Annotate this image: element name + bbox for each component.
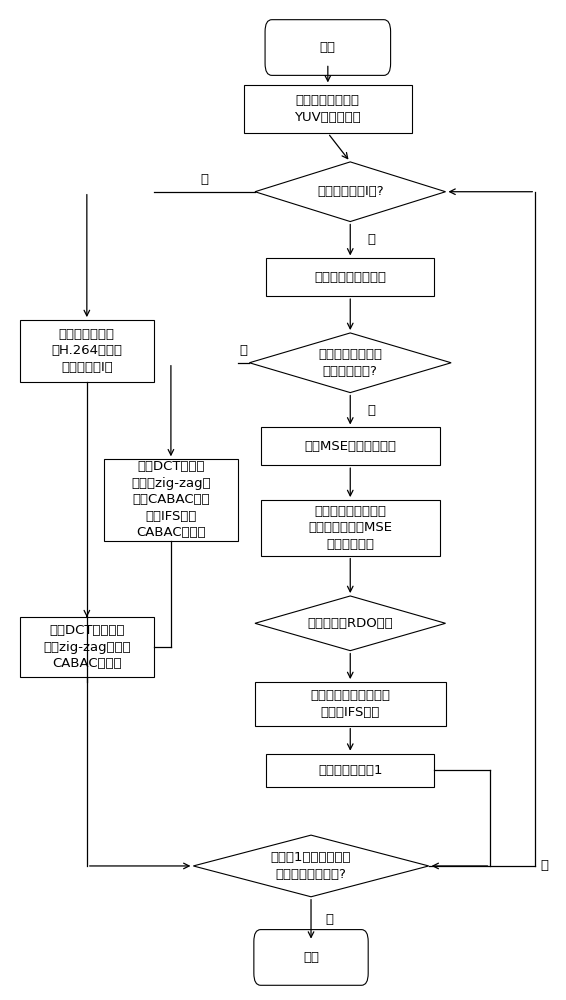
Text: 搜索MSE最小的匹配块: 搜索MSE最小的匹配块 — [305, 440, 396, 453]
Bar — [104, 459, 238, 541]
Text: 开始: 开始 — [320, 41, 336, 54]
Text: 残差DCT变换、量
化、zig-zag扫描、
CABAC熵编码: 残差DCT变换、量 化、zig-zag扫描、 CABAC熵编码 — [43, 624, 131, 670]
Text: 树状结构划分，对各
种划分方式搜索MSE
最小的匹配块: 树状结构划分，对各 种划分方式搜索MSE 最小的匹配块 — [308, 505, 392, 551]
Text: 是: 是 — [325, 913, 333, 926]
Text: 结束: 结束 — [303, 951, 319, 964]
Bar — [255, 682, 445, 726]
Text: 否: 否 — [367, 233, 375, 246]
Polygon shape — [250, 333, 451, 393]
Text: 当前编码宏块超出
一帧宏块总数?: 当前编码宏块超出 一帧宏块总数? — [318, 348, 382, 378]
Bar — [260, 427, 440, 465]
Bar — [266, 258, 434, 296]
Text: 最优帧间分形编码模式
及相应IFS系数: 最优帧间分形编码模式 及相应IFS系数 — [310, 689, 390, 719]
Polygon shape — [194, 835, 428, 897]
Bar — [244, 85, 412, 133]
Text: 残差DCT变换、
量化、zig-zag扫
描、CABAC熵编
码，IFS系数
CABAC熵编码: 残差DCT变换、 量化、zig-zag扫 描、CABAC熵编 码，IFS系数 C… — [131, 460, 211, 539]
Polygon shape — [255, 162, 445, 222]
Text: 基于宏块平坦度
的H.264快速帧
内预测编码I帧: 基于宏块平坦度 的H.264快速帧 内预测编码I帧 — [52, 328, 122, 374]
Text: 否: 否 — [541, 859, 549, 872]
Bar — [260, 500, 440, 556]
Polygon shape — [255, 596, 445, 651]
FancyBboxPatch shape — [254, 930, 368, 985]
Text: 高光谱图像转换为
YUV格式的视频: 高光谱图像转换为 YUV格式的视频 — [294, 94, 361, 124]
Text: 帧号加1，高光谱视频
最后一帧编码完毕?: 帧号加1，高光谱视频 最后一帧编码完毕? — [271, 851, 351, 881]
Text: 是: 是 — [200, 173, 208, 186]
Bar — [266, 754, 434, 787]
Text: 高光谱视频的I帧?: 高光谱视频的I帧? — [317, 185, 384, 198]
Bar — [20, 617, 154, 677]
Text: 否: 否 — [367, 404, 375, 417]
Text: 编码宏块序号加1: 编码宏块序号加1 — [318, 764, 383, 777]
Text: 对整幅图像宏块划分: 对整幅图像宏块划分 — [314, 271, 386, 284]
Bar — [20, 320, 154, 382]
FancyBboxPatch shape — [265, 20, 391, 75]
Text: 率失真模型RDO判断: 率失真模型RDO判断 — [307, 617, 393, 630]
Text: 是: 是 — [240, 344, 248, 357]
